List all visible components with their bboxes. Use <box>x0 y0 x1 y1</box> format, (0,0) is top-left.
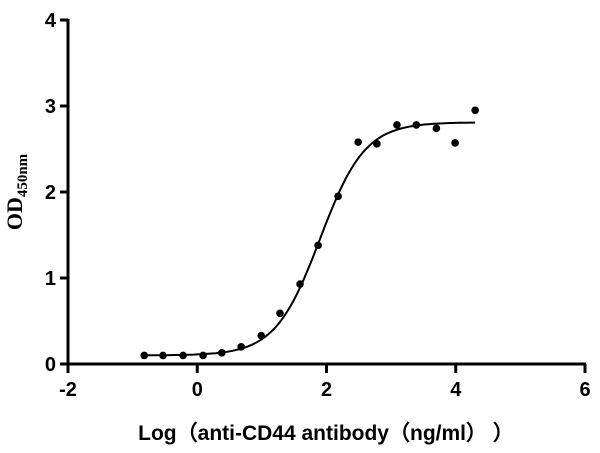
data-point <box>334 192 342 201</box>
data-point <box>179 351 187 360</box>
y-tick-label: 3 <box>45 96 56 118</box>
x-tick-label: -2 <box>59 379 77 401</box>
data-point <box>432 124 441 133</box>
y-tick-label: 4 <box>45 10 57 32</box>
y-axis-title: OD450nm <box>2 153 31 230</box>
data-point <box>354 138 362 146</box>
data-point <box>257 331 266 340</box>
data-point <box>373 140 381 148</box>
data-point <box>159 351 167 360</box>
fit-curve <box>144 121 476 357</box>
data-point <box>314 241 322 250</box>
x-tick-label: 6 <box>579 379 590 401</box>
axes <box>66 19 586 366</box>
x-axis-title: Log（anti-CD44 antibody（ng/ml） ） <box>138 421 514 445</box>
y-tick-label: 2 <box>45 182 56 204</box>
data-point <box>471 106 479 115</box>
data-point <box>140 351 149 360</box>
data-point <box>451 139 459 147</box>
y-ticks: 0 1 2 3 4 <box>45 10 68 376</box>
data-point <box>276 309 284 318</box>
x-tick-label: 2 <box>321 379 332 401</box>
data-point <box>393 121 401 129</box>
y-tick-label: 1 <box>45 268 56 290</box>
y-tick-label: 0 <box>45 354 56 376</box>
y-axis-title-subscript: 450nm <box>15 153 31 197</box>
x-tick-label: 4 <box>450 379 462 401</box>
data-point <box>199 351 207 360</box>
data-point <box>412 121 421 129</box>
x-tick-label: 0 <box>192 379 203 401</box>
x-ticks: -2 0 2 4 6 <box>59 364 591 401</box>
data-point <box>237 343 245 351</box>
data-point <box>296 280 304 288</box>
data-points <box>140 106 479 360</box>
y-axis-title-main: OD <box>2 197 27 230</box>
data-point <box>218 349 226 357</box>
